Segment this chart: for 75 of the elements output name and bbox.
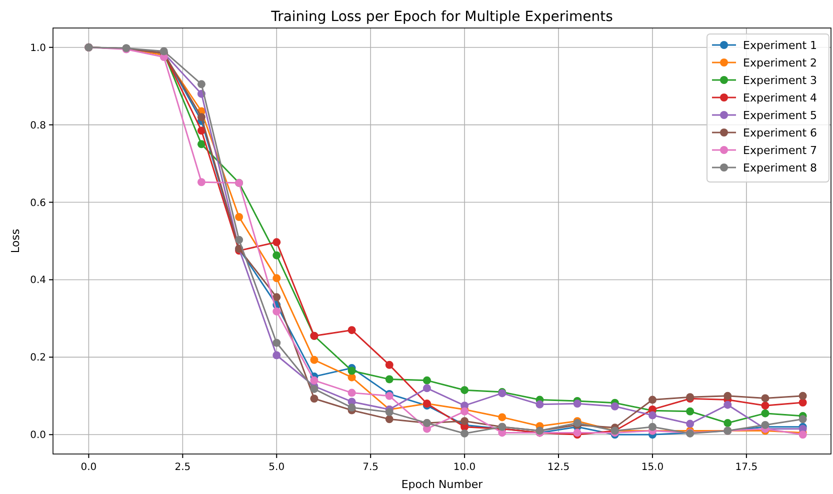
x-tick-label: 12.5 <box>547 462 570 473</box>
point <box>197 126 206 135</box>
point <box>610 402 619 410</box>
x-axis-title: Epoch Number <box>401 478 484 491</box>
point <box>460 386 469 394</box>
point <box>272 274 281 282</box>
x-tick-label: 17.5 <box>735 462 758 473</box>
legend-label: Experiment 2 <box>743 56 818 70</box>
point <box>648 396 656 404</box>
y-tick-label: 0.4 <box>30 275 46 286</box>
point <box>724 392 732 400</box>
point <box>648 422 656 431</box>
point <box>272 351 281 360</box>
point <box>272 307 281 316</box>
legend-label: Experiment 8 <box>743 162 818 174</box>
x-tick-label: 7.5 <box>362 462 379 473</box>
point <box>272 238 281 246</box>
point <box>310 356 318 364</box>
y-tick-label: 0.8 <box>30 120 46 132</box>
point <box>724 419 732 428</box>
point <box>648 411 656 420</box>
point <box>348 326 356 334</box>
point <box>460 429 469 438</box>
point <box>272 338 281 347</box>
legend-label: Experiment 3 <box>743 74 818 87</box>
point <box>761 394 770 402</box>
x-tick-label: 0.0 <box>80 462 97 473</box>
point <box>686 420 694 428</box>
y-axis-title: Loss <box>9 228 22 254</box>
legend-label: Experiment 6 <box>743 126 818 140</box>
point <box>385 415 394 424</box>
x-tick-label: 10.0 <box>453 462 476 473</box>
legend-label: Experiment 5 <box>743 109 818 122</box>
point <box>197 80 206 88</box>
point <box>348 404 356 412</box>
point <box>235 212 244 221</box>
point <box>798 392 807 400</box>
point <box>385 375 394 384</box>
point <box>724 400 732 409</box>
point <box>686 407 694 416</box>
point <box>422 384 431 392</box>
point <box>422 376 431 384</box>
point <box>573 400 582 408</box>
point <box>197 113 206 122</box>
point <box>460 417 469 426</box>
point <box>798 415 807 424</box>
point <box>310 376 318 384</box>
x-tick-label: 15.0 <box>641 462 664 473</box>
legend-label: Experiment 4 <box>743 92 818 104</box>
point <box>348 388 356 397</box>
chart-title: Training Loss per Epoch for Multiple Experiments <box>270 9 613 25</box>
point <box>536 400 544 408</box>
point <box>348 366 356 375</box>
point <box>272 293 281 302</box>
point <box>197 140 206 148</box>
point <box>385 408 394 416</box>
legend-label: Experiment 1 <box>743 39 818 52</box>
point <box>348 373 356 382</box>
point <box>310 394 318 403</box>
x-tick-label: 2.5 <box>174 462 191 473</box>
point <box>272 251 281 260</box>
point <box>235 236 244 244</box>
point <box>761 402 770 410</box>
y-tick-label: 0.6 <box>30 198 46 209</box>
legend-label: Experiment 7 <box>743 144 818 157</box>
point <box>310 384 318 393</box>
x-tick-label: 5.0 <box>268 462 285 473</box>
y-tick-label: 0.2 <box>30 352 46 364</box>
y-tick-label: 1.0 <box>30 42 46 54</box>
point <box>498 413 506 422</box>
point <box>761 409 770 418</box>
point <box>385 360 394 369</box>
point <box>798 398 807 406</box>
point <box>197 178 206 186</box>
y-tick-label: 0.0 <box>30 430 46 442</box>
